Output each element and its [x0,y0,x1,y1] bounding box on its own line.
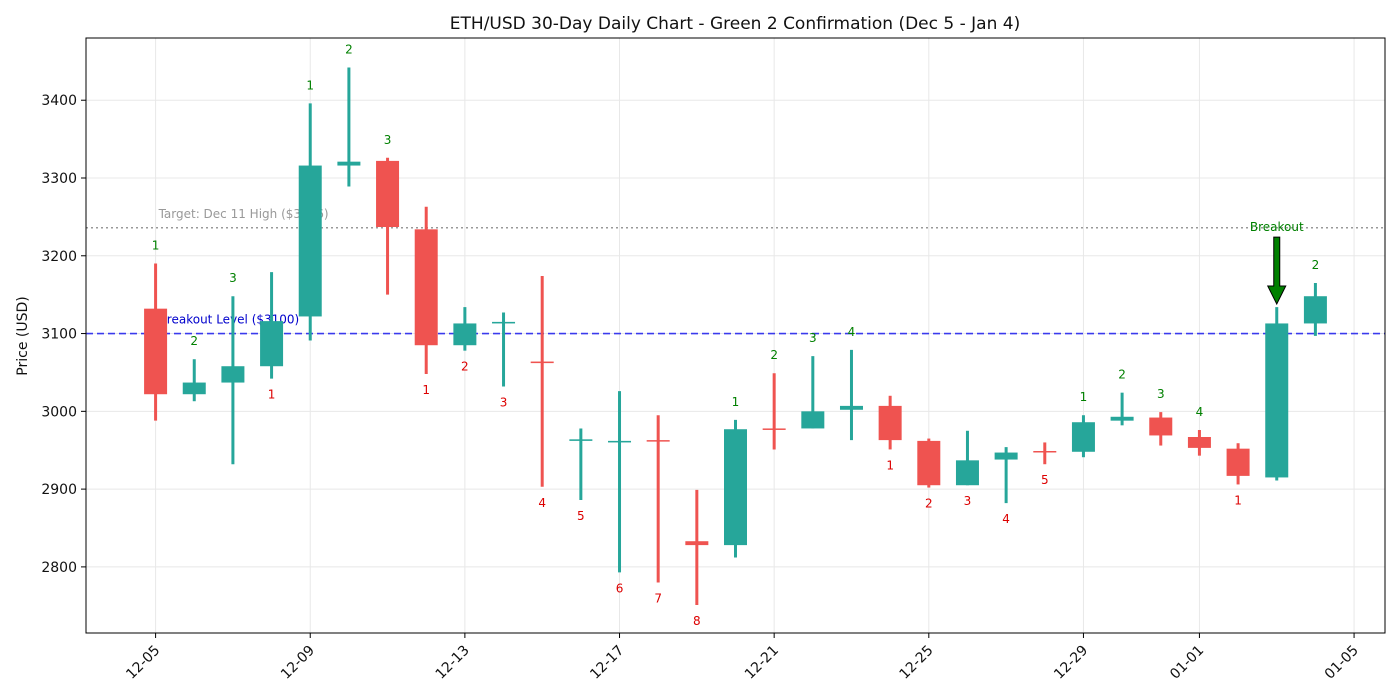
count-label: 2 [1312,258,1320,272]
count-labels: 1 2 3 1 1 2 3 1 2 3 4 5 6 7 8 1 2 3 4 1 2 3 4 5 1 2 3 4 1 2 [152,43,1319,628]
count-label: 3 [964,494,972,508]
count-label: 1 [152,239,160,253]
count-label: 3 [384,133,392,147]
candle-body [569,439,593,441]
count-label: 1 [1234,493,1242,507]
count-label: 2 [190,334,198,348]
count-label: 1 [732,395,740,409]
candle-body [221,366,245,383]
y-tick-label: 3100 [41,327,77,343]
count-label: 1 [268,388,276,402]
candle-body [1149,417,1173,436]
candle-body [646,440,670,442]
candle-body [1110,416,1134,421]
breakout-label: Breakout [1250,220,1304,234]
x-tick-label: 01-01 [1167,643,1207,683]
target-line-label: Target: Dec 11 High ($3236) [158,207,329,221]
count-label: 4 [848,325,856,339]
count-label: 1 [1080,390,1088,404]
candle-body [1187,437,1211,448]
y-tick-label: 2900 [41,482,77,498]
count-label: 8 [693,614,701,628]
count-label: 3 [229,271,237,285]
count-label: 1 [422,383,430,397]
candle-body [917,440,941,486]
count-label: 3 [500,395,508,409]
candles [144,67,1327,605]
candle-body [955,460,979,486]
candle-body [685,541,709,546]
candle-body [994,452,1018,460]
candle-body [1071,422,1095,452]
candle-body [260,321,284,367]
count-label: 2 [345,43,353,57]
count-label: 1 [306,78,314,92]
breakout-arrow [1266,236,1287,306]
candle-body [298,165,322,317]
candle-body [608,440,632,443]
candle-body [492,321,516,324]
candle-body [182,382,206,395]
candle-body [762,428,786,430]
count-label: 5 [1041,473,1049,487]
x-tick-label: 12-05 [123,643,163,683]
count-label: 2 [461,360,469,374]
candle-body [1033,451,1057,453]
candle-body [878,405,902,441]
count-label: 5 [577,509,585,523]
x-tick-label: 12-21 [742,643,782,683]
candle-body [144,308,168,395]
candle-body [376,160,400,227]
annotations: Breakout [1250,220,1304,306]
y-axis-label: Price (USD) [15,296,31,375]
x-tick-label: 12-25 [897,643,937,683]
reference-lines: Target: Dec 11 High ($3236)Breakout Leve… [86,207,1385,335]
candle-body [453,323,477,346]
y-tick-label: 2800 [41,560,77,576]
candle-body [414,229,438,346]
candle-body [839,405,863,410]
x-tick-label: 12-09 [278,643,318,683]
count-label: 3 [1157,387,1165,401]
x-tick-label: 12-17 [587,643,627,683]
x-tick-label: 12-29 [1051,643,1091,683]
chart-title: ETH/USD 30-Day Daily Chart - Green 2 Con… [450,14,1020,34]
count-label: 4 [1196,405,1204,419]
candle-body [530,361,554,364]
count-label: 7 [654,591,662,605]
count-label: 6 [616,581,624,595]
candle-body [1226,448,1250,476]
count-label: 2 [1118,368,1126,382]
count-label: 1 [886,458,894,472]
candle-body [1303,296,1327,324]
count-label: 2 [770,348,778,362]
y-tick-label: 3400 [41,93,77,109]
y-tick-label: 3200 [41,249,77,265]
count-label: 4 [1002,512,1010,526]
candle-body [724,429,747,546]
candle-body [337,161,361,166]
x-tick-label: 01-05 [1322,643,1362,683]
count-label: 3 [809,331,817,345]
count-label: 2 [925,497,933,511]
x-tick-label: 12-13 [433,643,473,683]
plot-frame [85,37,1386,634]
y-tick-label: 3300 [41,171,77,187]
y-tick-label: 3000 [41,404,77,420]
candle-body [1265,323,1289,478]
count-label: 4 [538,496,546,510]
candle-body [801,411,825,429]
